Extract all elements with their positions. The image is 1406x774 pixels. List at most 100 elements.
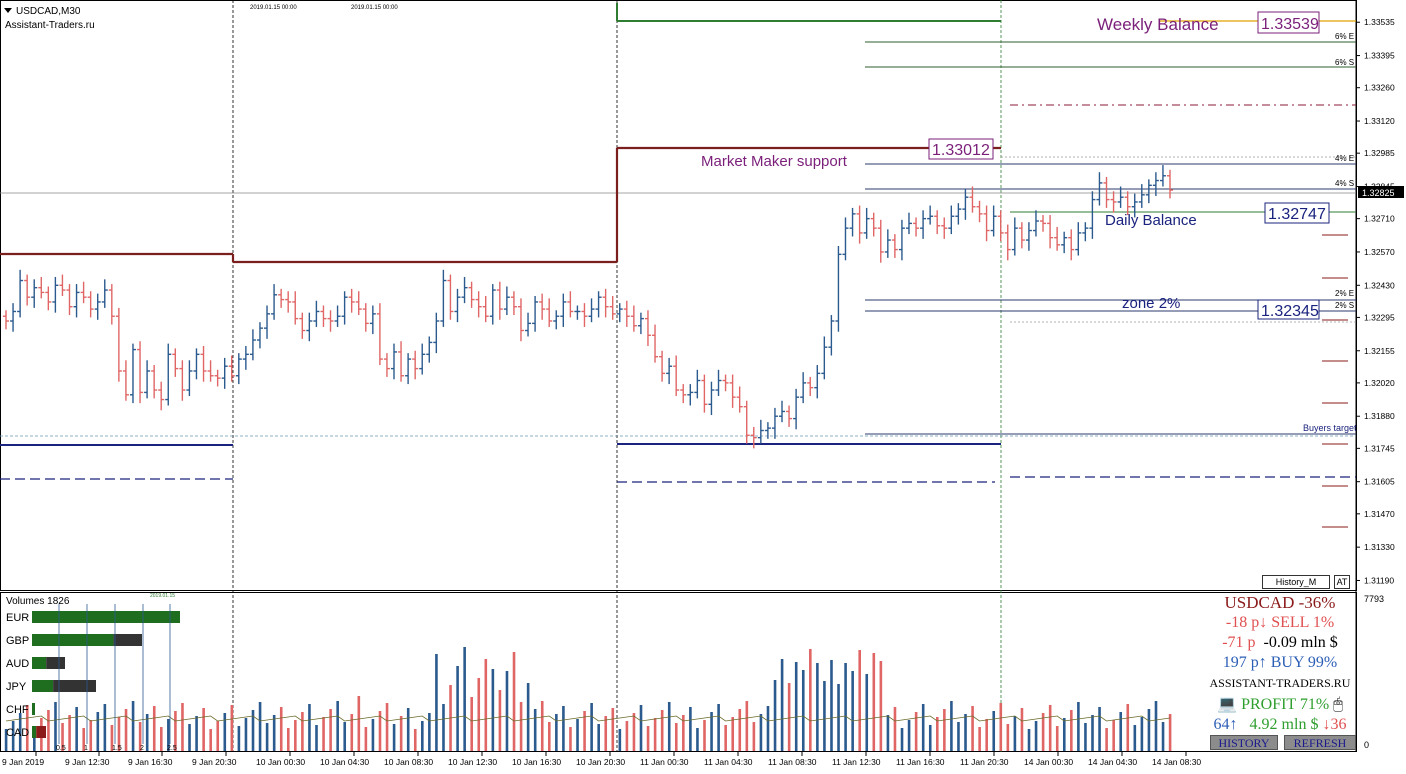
symbol-title: USDCAD,M30 xyxy=(16,6,81,17)
volume-bar xyxy=(794,662,798,751)
zone-label-6s: 6% S xyxy=(1335,58,1354,67)
volume-bar xyxy=(780,659,784,751)
buyers-target-label: Buyers target xyxy=(1303,423,1357,433)
currency-strength-green xyxy=(32,657,47,669)
broker-label: Assistant-Traders.ru xyxy=(5,20,95,31)
volume-bar xyxy=(971,706,974,751)
volume-bar xyxy=(1112,720,1115,751)
volume-bar xyxy=(921,704,925,751)
volume-bar xyxy=(865,674,869,751)
volume-bar xyxy=(1154,701,1158,751)
volume-bar xyxy=(830,660,833,751)
volume-bar xyxy=(583,711,586,751)
price-label: 1.32570 xyxy=(1364,247,1395,257)
time-label: 9 Jan 12:30 xyxy=(65,757,110,767)
volume-bar xyxy=(816,663,819,751)
volume-bar xyxy=(82,728,85,751)
volume-bar xyxy=(1126,704,1130,751)
volume-bar xyxy=(667,702,671,751)
volume-bar xyxy=(131,701,135,751)
volume-bar xyxy=(555,714,558,751)
volume-bar xyxy=(548,722,551,751)
volume-zero-label: 0 xyxy=(1364,740,1369,750)
time-label: 10 Jan 00:30 xyxy=(256,757,305,767)
time-label: 14 Jan 00:30 xyxy=(1024,757,1073,767)
currency-label: AUD xyxy=(6,658,29,670)
volume-bar xyxy=(646,726,650,751)
volume-bar xyxy=(745,701,749,751)
volume-bar xyxy=(181,703,184,751)
mm-support-label: Market Maker support xyxy=(701,153,848,170)
currency-strength-bars: EUR GBP AUD JPY CHF CAD 0.5 1 1.5 2 2.5 xyxy=(6,604,180,752)
volume-bar xyxy=(230,705,234,751)
volume-bar xyxy=(1147,709,1151,751)
volume-bar xyxy=(463,647,466,751)
volume-bar xyxy=(315,725,318,751)
pnl-points: -71 p xyxy=(1222,634,1256,651)
zone-label-4e: 4% E xyxy=(1335,154,1354,163)
volume-bar xyxy=(251,710,255,751)
volume-bar xyxy=(562,706,565,751)
volume-bar xyxy=(703,720,706,751)
volume-bar xyxy=(907,720,911,751)
volumes-title: Volumes 1826 xyxy=(6,596,70,607)
volume-bar xyxy=(216,721,220,751)
currency-strength-dark xyxy=(36,726,46,738)
price-label: 1.32020 xyxy=(1364,378,1395,388)
currency-label: GBP xyxy=(6,635,29,647)
currency-label: CAD xyxy=(6,727,29,739)
volume-bar xyxy=(160,727,163,751)
volume-bar xyxy=(1077,702,1080,751)
volume-bar xyxy=(477,678,481,751)
volume-bar xyxy=(68,715,71,751)
volume-bar xyxy=(33,726,36,751)
volume-bar xyxy=(1048,705,1052,751)
scale-tick-label: 1.5 xyxy=(112,745,122,752)
volume-bar xyxy=(456,666,459,751)
volume-bar xyxy=(519,702,523,751)
volume-bar xyxy=(1091,715,1094,751)
volume-bar xyxy=(837,684,840,751)
volume-bar xyxy=(689,707,692,751)
volume-bar xyxy=(696,728,699,751)
volume-bar xyxy=(717,704,720,751)
volume-bar xyxy=(766,706,770,751)
history-m-button[interactable]: History_M xyxy=(1262,575,1330,589)
volume-bar xyxy=(611,708,615,751)
price-label: 1.32710 xyxy=(1364,214,1395,224)
volume-bar xyxy=(618,729,622,751)
volume-bar xyxy=(413,729,417,751)
volume-bar xyxy=(872,653,876,751)
refresh-button[interactable]: REFRESH xyxy=(1284,735,1356,750)
volume-bar xyxy=(188,724,191,751)
volume-bar xyxy=(851,671,854,751)
symbol-summary: USDCAD -36% xyxy=(1224,593,1336,612)
volume-bar xyxy=(1013,716,1017,751)
volume-bar xyxy=(138,722,142,751)
volume-bar xyxy=(505,671,509,751)
volume-bar xyxy=(343,722,347,751)
volume-bar xyxy=(1168,714,1172,751)
volume-bar xyxy=(660,710,664,751)
weekly-balance-label: Weekly Balance xyxy=(1097,15,1219,34)
zone-label-2s: 2% S xyxy=(1335,301,1354,310)
date-marker-2: 2019.01.15 00:00 xyxy=(351,5,398,11)
chart-menu-icon[interactable] xyxy=(4,8,12,13)
price-label: 1.31605 xyxy=(1364,477,1395,487)
price-label: 1.31330 xyxy=(1364,542,1395,552)
current-price-tag xyxy=(1358,186,1404,198)
currency-strength-dark xyxy=(46,657,65,669)
volume-bar xyxy=(152,706,156,751)
currency-label: EUR xyxy=(6,612,29,624)
volume-bar xyxy=(533,709,537,751)
volume-bar xyxy=(174,711,177,751)
at-button[interactable]: AT xyxy=(1334,575,1350,589)
volume-bar xyxy=(724,725,727,751)
volume-bar xyxy=(731,717,735,751)
volume-bar xyxy=(879,661,883,751)
up-count: 64↑ xyxy=(1213,716,1238,733)
volume-bar xyxy=(1161,722,1165,751)
history-button[interactable]: HISTORY xyxy=(1210,735,1278,750)
volume-bar xyxy=(329,709,332,751)
